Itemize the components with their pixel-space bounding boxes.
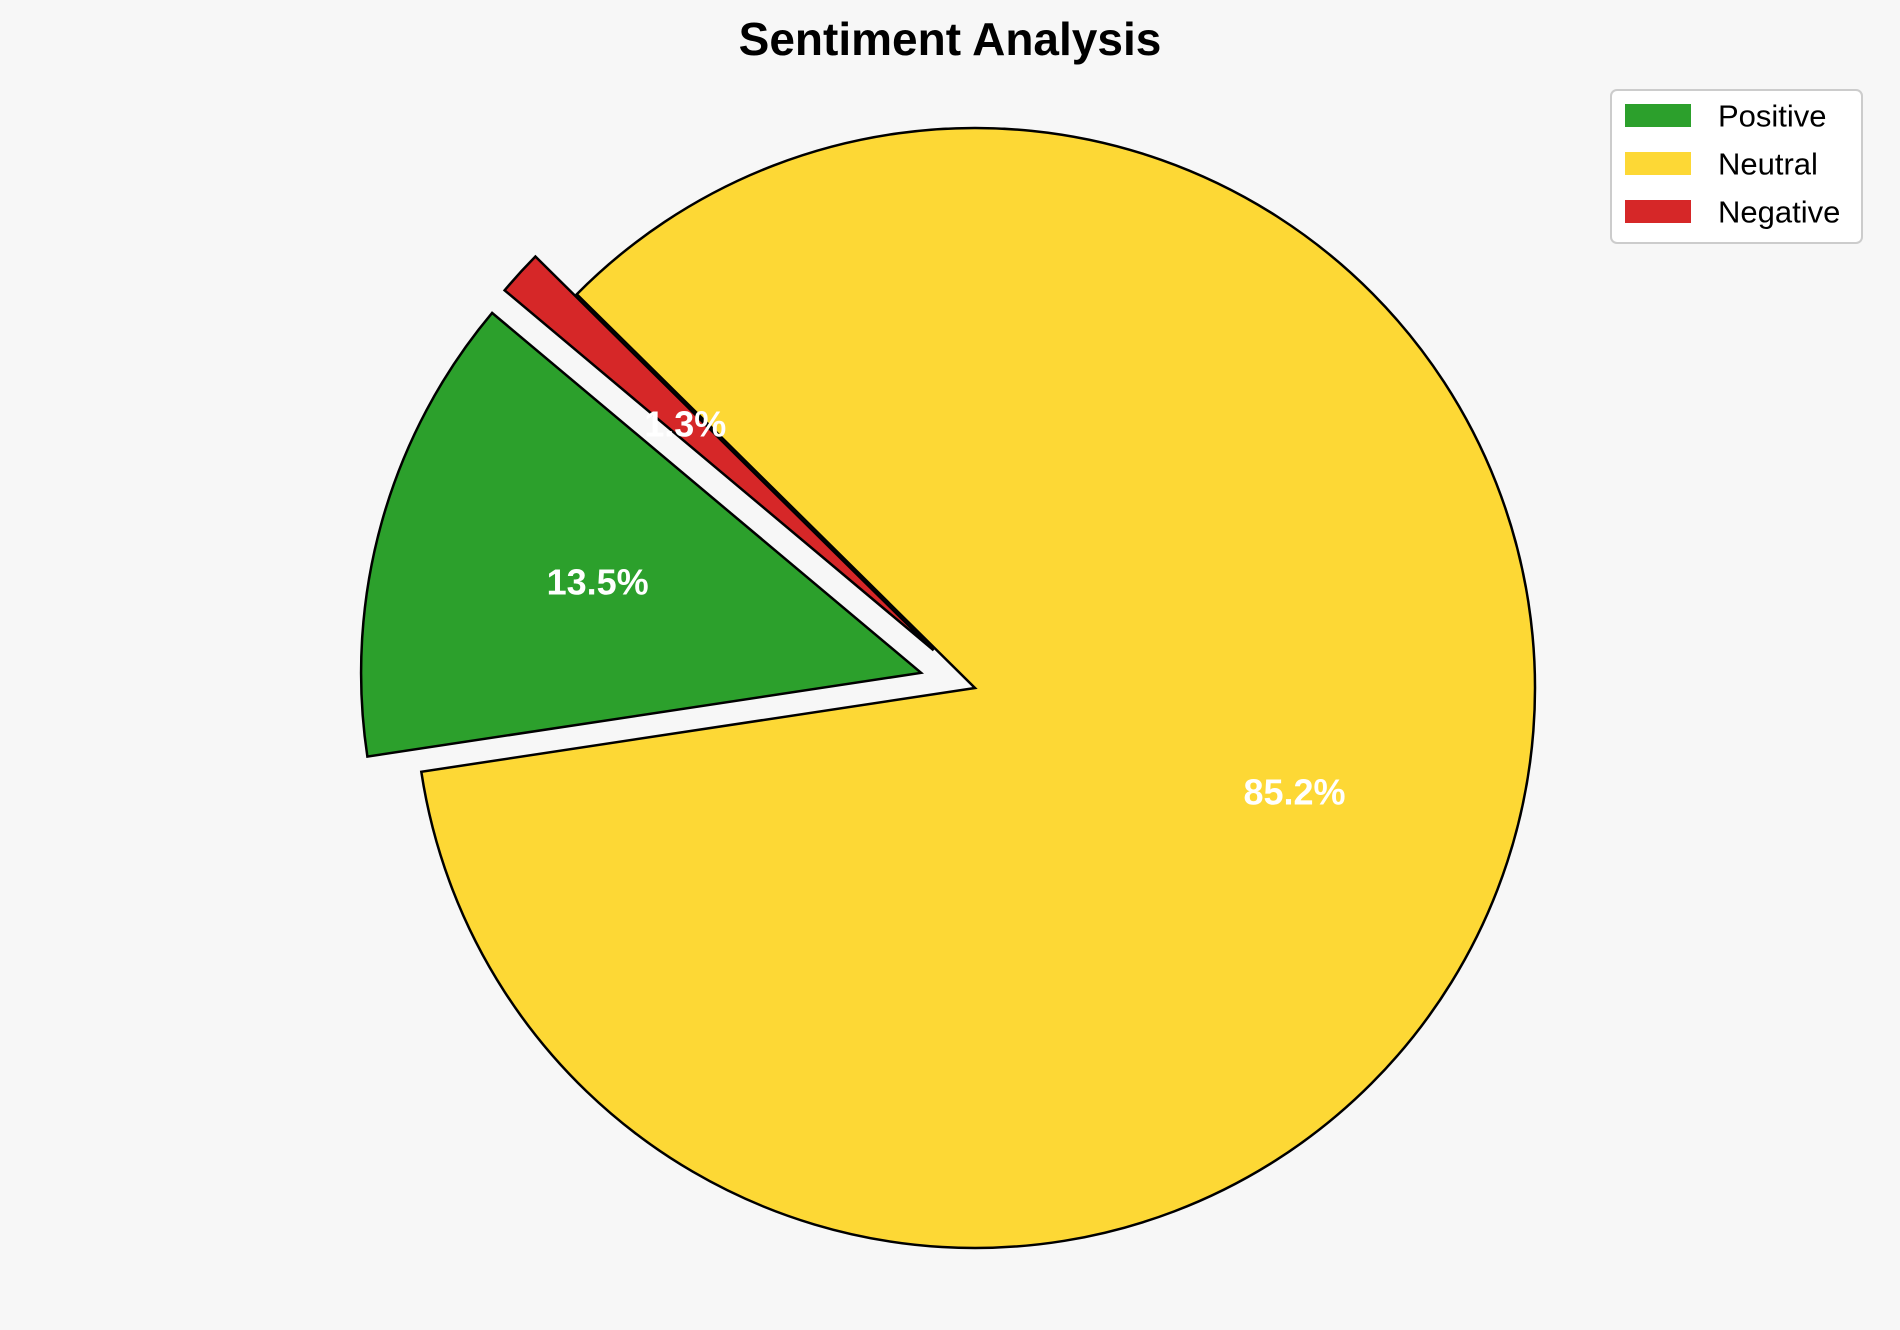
legend-swatch-neutral <box>1625 152 1691 175</box>
pie-slice-positive <box>359 311 925 759</box>
legend-swatch-positive <box>1625 104 1691 127</box>
pie-slice-negative <box>502 254 935 652</box>
chart-title: Sentiment Analysis <box>739 13 1162 65</box>
slice-label-neutral: 85.2% <box>1243 772 1345 813</box>
legend-label-neutral: Neutral <box>1718 147 1818 182</box>
slice-label-negative: 1.3% <box>644 403 726 444</box>
pie-slice-labels: 13.5% 85.2% 1.3% <box>547 403 1346 812</box>
legend-label-negative: Negative <box>1718 195 1840 230</box>
slice-label-positive: 13.5% <box>547 561 649 602</box>
pie-slices <box>359 126 1537 1250</box>
chart-legend: Positive Neutral Negative <box>1610 89 1863 244</box>
pie-slice-neutral <box>419 126 1537 1250</box>
legend-label-positive: Positive <box>1718 99 1827 134</box>
legend-swatch-negative <box>1625 200 1691 223</box>
